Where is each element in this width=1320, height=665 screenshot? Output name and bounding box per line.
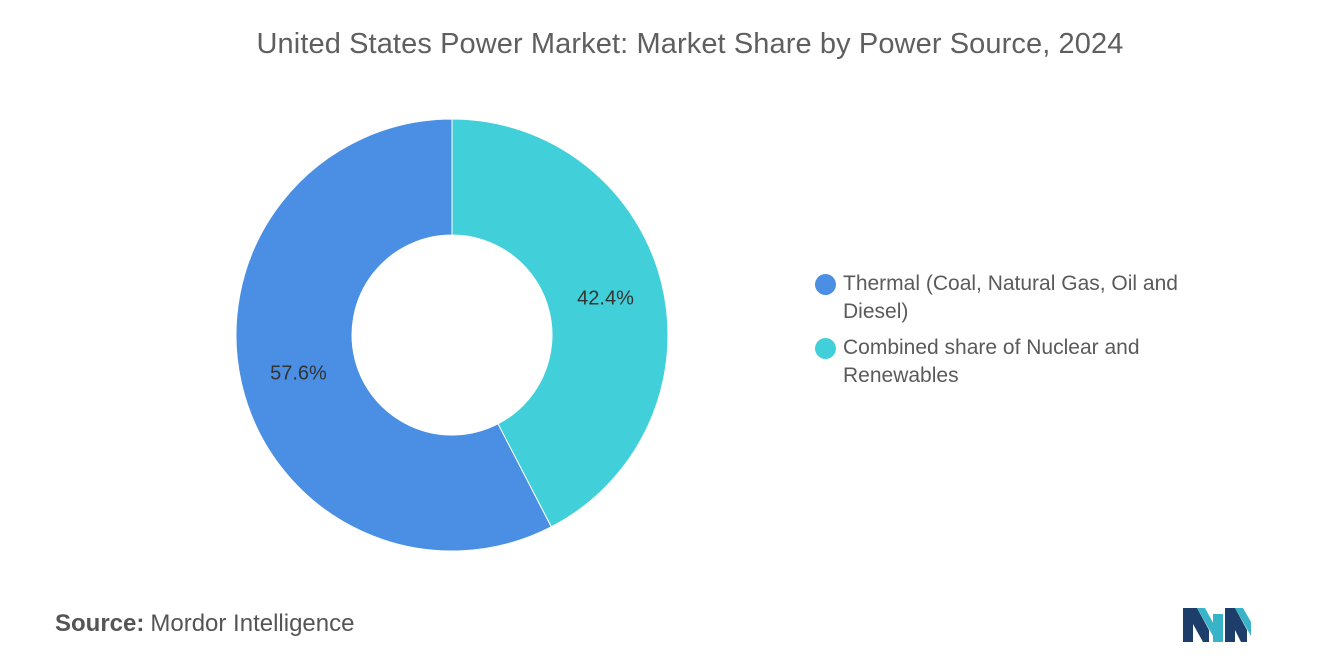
mordor-intelligence-logo-icon [1183, 608, 1251, 642]
legend-label-1: Combined share of Nuclear and Renewables [843, 336, 1140, 387]
legend-item-1: Combined share of Nuclear and Renewables [815, 334, 1305, 390]
donut-slice-0 [235, 118, 552, 552]
source-note: Source: Mordor Intelligence [55, 610, 354, 638]
chart-title: United States Power Market: Market Share… [256, 28, 1124, 60]
legend-swatch-0 [815, 274, 836, 295]
donut-slice-1 [451, 118, 669, 528]
legend-label-0: Thermal (Coal, Natural Gas, Oil and Dies… [843, 272, 1178, 323]
chart-legend: Thermal (Coal, Natural Gas, Oil and Dies… [815, 270, 1305, 398]
legend-swatch-1 [815, 338, 836, 359]
data-label-0: 57.6% [270, 362, 327, 384]
source-value: Mordor Intelligence [150, 610, 355, 637]
data-label-1: 42.4% [577, 288, 634, 310]
legend-item-0: Thermal (Coal, Natural Gas, Oil and Dies… [815, 270, 1305, 326]
source-prefix: Source: [55, 610, 145, 637]
